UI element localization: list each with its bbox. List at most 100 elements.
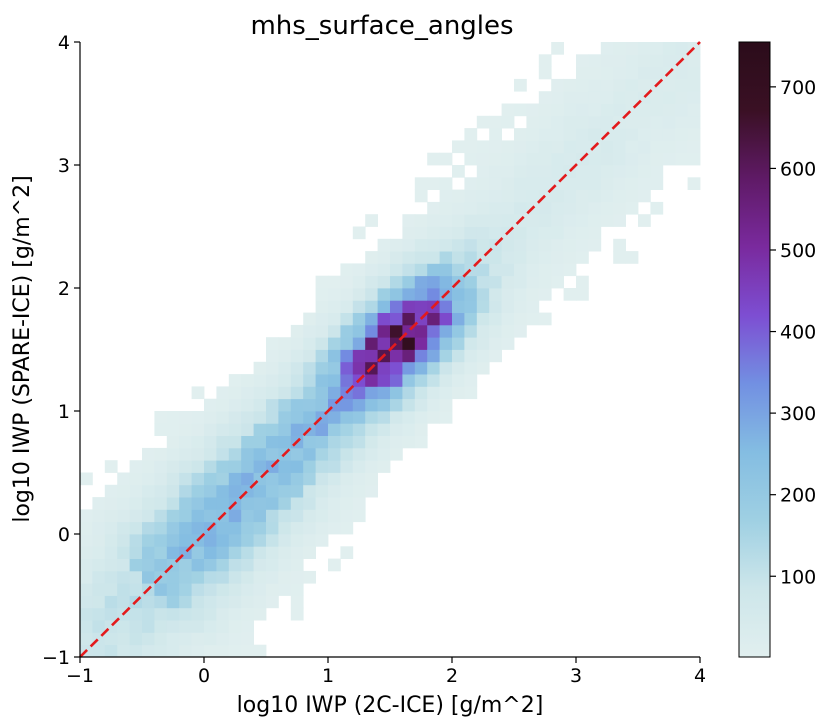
heatmap-cell [191, 435, 205, 449]
heatmap-cell [501, 214, 515, 227]
heatmap-cell [365, 349, 378, 363]
y-tick-label: 3 [58, 155, 70, 177]
heatmap-cell [278, 570, 292, 584]
heatmap-cell [142, 497, 155, 510]
heatmap-cell [476, 226, 490, 240]
heatmap-cell [266, 595, 279, 609]
heatmap-cell [563, 140, 577, 154]
heatmap-cell [352, 435, 366, 449]
heatmap-cell [600, 152, 614, 166]
heatmap-cell [253, 546, 267, 559]
heatmap-cell [427, 288, 440, 301]
heatmap-cell [551, 263, 564, 277]
heatmap-cell [365, 214, 378, 227]
heatmap-cell [315, 349, 329, 363]
heatmap-cell [452, 374, 465, 387]
heatmap-cell [650, 177, 664, 190]
heatmap-cell [402, 312, 416, 326]
heatmap-cell [538, 115, 552, 129]
heatmap-cell [228, 583, 242, 596]
heatmap-cell [166, 570, 180, 584]
heatmap-cell [204, 632, 217, 646]
heatmap-cell [576, 288, 589, 301]
heatmap-cell [266, 546, 279, 559]
heatmap-cell [191, 423, 205, 436]
heatmap-cell [390, 312, 403, 326]
heatmap-cell [501, 263, 515, 277]
heatmap-cell [253, 607, 267, 621]
heatmap-cell [576, 128, 589, 141]
heatmap-cell [166, 607, 180, 621]
heatmap-cell [92, 595, 106, 609]
heatmap-cell [241, 497, 254, 510]
heatmap-cell [241, 472, 254, 486]
heatmap-cell [576, 66, 589, 80]
heatmap-cell [563, 288, 577, 301]
heatmap-cell [489, 177, 502, 190]
heatmap-cell [104, 534, 118, 547]
heatmap-cell [390, 411, 403, 424]
heatmap-cell [365, 288, 378, 301]
heatmap-cell [600, 103, 614, 117]
heatmap-cell [613, 165, 626, 178]
heatmap-cell [290, 447, 304, 461]
heatmap-cell [600, 54, 614, 67]
heatmap-cell [80, 534, 93, 547]
heatmap-cell [92, 534, 106, 547]
heatmap-cell [514, 251, 527, 264]
heatmap-cell [526, 275, 540, 289]
heatmap-cell [576, 226, 589, 240]
heatmap-cell [117, 521, 130, 535]
heatmap-cell [216, 620, 230, 633]
heatmap-cell [526, 263, 540, 277]
heatmap-cell [290, 509, 304, 523]
heatmap-cell [476, 214, 490, 227]
heatmap-cell [675, 128, 688, 141]
heatmap-cell [92, 497, 106, 510]
heatmap-cell [452, 386, 465, 400]
heatmap-cell [588, 66, 602, 80]
heatmap-cell [576, 214, 589, 227]
heatmap-cell [662, 128, 676, 141]
heatmap-cell [377, 398, 391, 412]
heatmap-cell [464, 374, 478, 387]
heatmap-cell [104, 521, 118, 535]
heatmap-cell [588, 226, 602, 240]
heatmap-cell [538, 214, 552, 227]
heatmap-cell [142, 620, 155, 633]
heatmap-cell [476, 337, 490, 350]
heatmap-cell [514, 152, 527, 166]
heatmap-cell [104, 570, 118, 584]
heatmap-cell [402, 300, 416, 313]
heatmap-cell [117, 583, 130, 596]
heatmap-cell [290, 558, 304, 572]
heatmap-cell [315, 460, 329, 473]
heatmap-cell [377, 275, 391, 289]
heatmap-cell [290, 497, 304, 510]
heatmap-cell [402, 398, 416, 412]
heatmap-cell [638, 177, 651, 190]
heatmap-cell [253, 497, 267, 510]
heatmap-cell [452, 201, 465, 215]
heatmap-cell [588, 152, 602, 166]
heatmap-cell [476, 165, 490, 178]
heatmap-cell [179, 521, 192, 535]
heatmap-cell [179, 411, 192, 424]
heatmap-cell [290, 534, 304, 547]
heatmap-cell [588, 115, 602, 129]
heatmap-cell [303, 324, 316, 338]
heatmap-cell [228, 447, 242, 461]
heatmap-cell [216, 398, 230, 412]
heatmap-cell [154, 546, 168, 559]
chart-title: mhs_surface_angles [250, 11, 513, 41]
heatmap-cell [377, 288, 391, 301]
heatmap-cell [340, 435, 354, 449]
heatmap-cell [104, 509, 118, 523]
heatmap-cell [328, 497, 341, 510]
heatmap-cell [464, 251, 478, 264]
heatmap-cell [526, 165, 540, 178]
heatmap-cell [526, 288, 540, 301]
heatmap-cell [241, 558, 254, 572]
heatmap-cell [514, 78, 527, 92]
heatmap-cell [204, 595, 217, 609]
